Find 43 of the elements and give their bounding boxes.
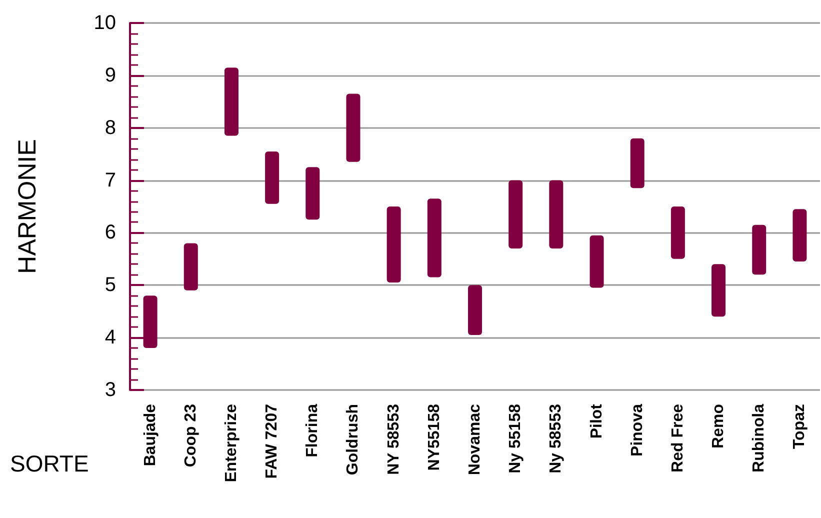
y-axis-title: HARMONIE bbox=[14, 139, 42, 274]
bar bbox=[346, 94, 360, 162]
bar bbox=[427, 198, 442, 278]
bar bbox=[224, 68, 238, 136]
x-tick-label: Baujade bbox=[142, 404, 159, 466]
bar bbox=[630, 138, 644, 188]
y-tick-label: 6 bbox=[104, 222, 116, 244]
y-tick-label: 4 bbox=[104, 326, 116, 349]
x-tick-label: Goldrush bbox=[344, 404, 362, 476]
x-tick-label: NY 58553 bbox=[385, 404, 402, 475]
bar bbox=[712, 264, 726, 317]
x-tick-label: Ny 58553 bbox=[548, 404, 565, 474]
x-tick-label: Enterprize bbox=[222, 404, 240, 482]
bar bbox=[508, 180, 523, 248]
bar bbox=[306, 167, 320, 220]
x-tick-label: FAW 7207 bbox=[264, 404, 281, 479]
x-tick-label: NY55158 bbox=[426, 404, 443, 471]
x-tick-label: Novamac bbox=[466, 404, 484, 476]
x-tick-label: Coop 23 bbox=[182, 404, 200, 468]
bar bbox=[549, 180, 564, 248]
y-tick-label: 9 bbox=[104, 64, 116, 86]
x-tick-label: Florina bbox=[304, 404, 322, 458]
bar bbox=[184, 243, 198, 290]
x-tick-label: Pinova bbox=[628, 404, 646, 456]
x-tick-label: Remo bbox=[710, 404, 728, 448]
bar bbox=[386, 206, 401, 283]
y-tick-label: 8 bbox=[104, 116, 116, 139]
x-tick-label: Ny 55158 bbox=[507, 404, 524, 474]
x-axis-title: SORTE bbox=[10, 450, 89, 476]
bar bbox=[590, 235, 604, 288]
bar bbox=[265, 151, 280, 204]
y-tick-label: 7 bbox=[104, 169, 116, 192]
x-tick-label: Red Free bbox=[669, 404, 686, 472]
y-tick-label: 10 bbox=[94, 12, 116, 34]
bar bbox=[752, 224, 766, 275]
y-tick-label: 5 bbox=[104, 274, 116, 296]
x-tick-label: Rubinola bbox=[750, 404, 768, 472]
y-tick-label: 3 bbox=[104, 379, 116, 401]
x-tick-label: Pilot bbox=[588, 403, 606, 439]
bar bbox=[468, 285, 482, 335]
bar bbox=[792, 209, 807, 262]
bar bbox=[670, 206, 685, 259]
x-tick-label: Topaz bbox=[791, 404, 808, 450]
